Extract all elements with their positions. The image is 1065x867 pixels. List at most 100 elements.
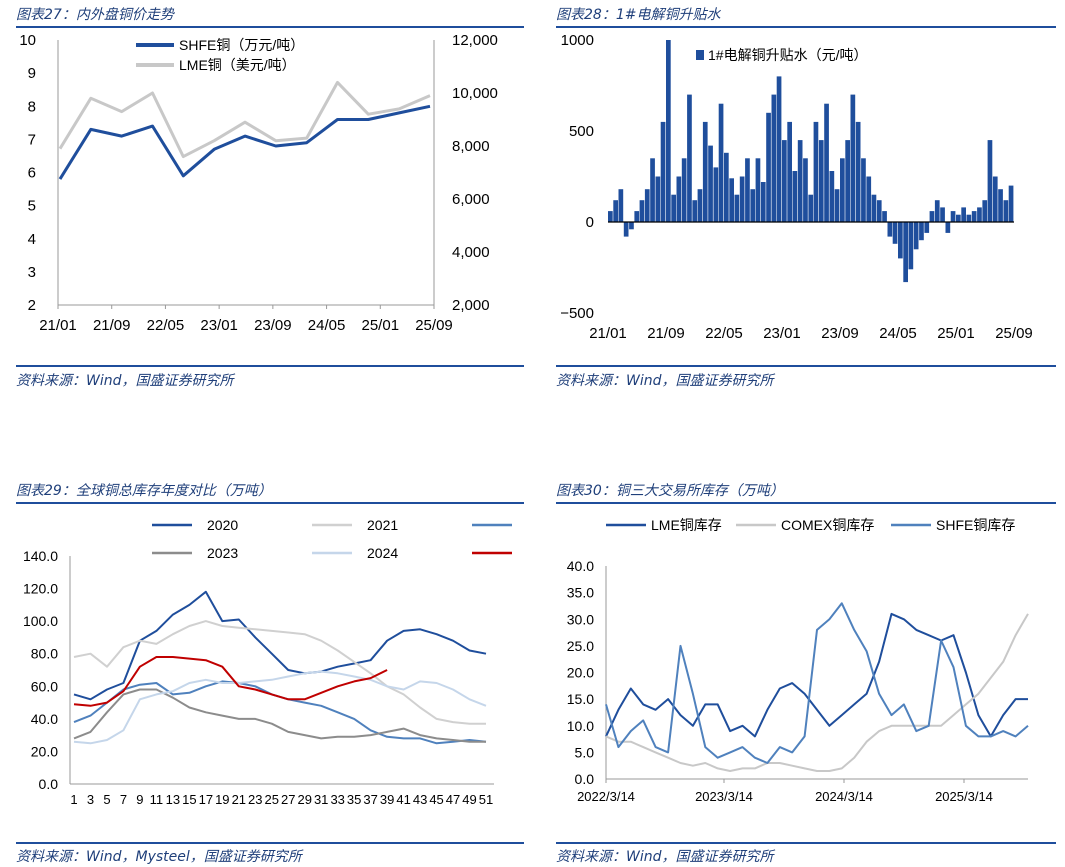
premium-bar: [713, 167, 719, 222]
premium-bar: [655, 176, 661, 222]
x-tick-label: 43: [413, 792, 427, 807]
x-tick-label: 11: [150, 792, 164, 807]
y-tick-label: 5.0: [575, 744, 595, 760]
x-tick-label: 7: [120, 792, 127, 807]
premium-bar: [1003, 200, 1009, 222]
x-tick-label: 47: [446, 792, 460, 807]
premium-bar: [871, 194, 877, 222]
premium-bar: [729, 178, 734, 222]
title-rule: [16, 26, 524, 28]
x-tick-label: 21/01: [39, 317, 77, 334]
premium-bar: [840, 158, 845, 222]
x-tick-label: 23/01: [763, 325, 801, 342]
premium-bar: [776, 76, 782, 223]
x-tick-label: 13: [166, 792, 180, 807]
chart-title: 图表28：1#电解铜升贴水: [556, 7, 721, 23]
x-tick-label: 1: [70, 792, 77, 807]
premium-bar: [724, 152, 729, 222]
source-rule: [556, 842, 1056, 844]
premium-bar: [644, 189, 650, 222]
x-tick-label: 21: [232, 792, 246, 807]
y-tick-label: 5: [28, 198, 36, 215]
y-tick-label: 20.0: [31, 743, 58, 759]
y-tick-label: 9: [28, 65, 36, 82]
x-tick-label: 29: [297, 792, 311, 807]
premium-bar: [892, 222, 898, 244]
premium-bar: [934, 200, 940, 222]
y-tick-label: 8: [28, 98, 36, 115]
premium-bar: [623, 222, 629, 237]
chart-title: 图表29：全球铜总库存年度对比（万吨）: [16, 483, 272, 499]
legend-label: SHFE铜（万元/吨）: [179, 37, 304, 53]
x-tick-label: 23/01: [200, 317, 238, 334]
premium-bar: [992, 176, 998, 222]
y-tick-label: 15.0: [567, 691, 594, 707]
source-rule: [16, 842, 524, 844]
x-tick-label: 45: [429, 792, 443, 807]
premium-bar: [950, 211, 956, 222]
x-tick-label: 21/09: [647, 325, 685, 342]
premium-bar: [818, 140, 824, 222]
x-tick-label: 17: [199, 792, 213, 807]
premium-bar: [903, 222, 908, 283]
premium-bar: [887, 222, 893, 237]
y-tick-label: 1000: [561, 32, 594, 49]
legend-swatch: [696, 50, 704, 60]
premium-bar: [998, 189, 1003, 222]
premium-bar: [898, 222, 903, 259]
series-line-2021: [73, 620, 486, 725]
x-tick-label: 25/01: [937, 325, 975, 342]
premium-bar: [666, 40, 671, 222]
source-note: 资料来源：Wind，Mysteel，国盛证券研究所: [16, 849, 302, 865]
series-line-lme: [605, 612, 1028, 738]
premium-bar: [961, 207, 966, 222]
premium-bar: [797, 140, 803, 222]
series-line-2020: [73, 590, 487, 701]
legend-label: 2024: [367, 545, 398, 561]
y-tick-label: 80.0: [31, 646, 58, 662]
premium-bar: [929, 211, 935, 222]
premium-bar: [829, 171, 835, 222]
chart-copper-price: 2 3 4 5 6 7 8 9 10 2,000 4,000 6,000 8,000 10,000 12,0…: [19, 32, 498, 334]
y-tick-label: 0.0: [39, 776, 59, 792]
premium-bar: [882, 211, 887, 222]
premium-bar: [1008, 185, 1014, 222]
premium-bar: [792, 171, 798, 222]
premium-bar: [803, 158, 808, 222]
y-tick-label: 4: [28, 231, 36, 248]
x-tick-label: 2024/3/14: [815, 789, 873, 804]
y-tick-label: 30.0: [567, 611, 594, 627]
premium-bar: [808, 194, 814, 222]
premium-bar: [608, 211, 613, 222]
x-tick-label: 2025/3/14: [935, 789, 993, 804]
series-line-shfe: [605, 602, 1029, 764]
premium-bar: [924, 222, 930, 233]
y-tick-label: 140.0: [23, 548, 58, 564]
y2-tick-label: 12,000: [452, 32, 498, 49]
premium-bar: [771, 94, 777, 222]
title-rule: [556, 26, 1056, 28]
x-tick-label: 39: [380, 792, 394, 807]
y-tick-label: 60.0: [31, 678, 58, 694]
premium-bar: [834, 189, 840, 222]
title-rule: [556, 502, 1056, 504]
x-tick-label: 27: [281, 792, 295, 807]
legend-label: 2021: [367, 517, 398, 533]
chart-title: 图表27：内外盘铜价走势: [16, 7, 174, 23]
premium-bar: [956, 214, 961, 222]
y2-tick-label: 8,000: [452, 138, 490, 155]
panel-copper-premium: 图表28：1#电解铜升贴水 −500 0 500 1000 21/01 21/09 22/0…: [556, 0, 1056, 395]
y-tick-label: 7: [28, 131, 36, 148]
series-line-2024: [73, 670, 487, 745]
premium-bar: [876, 200, 882, 222]
premium-bar: [855, 121, 861, 222]
y-tick-label: 40.0: [567, 558, 594, 574]
series-line-shfe: [58, 104, 431, 180]
premium-bar: [940, 207, 945, 222]
premium-bar: [697, 189, 703, 222]
x-tick-label: 25/09: [415, 317, 453, 334]
premium-bar: [639, 200, 645, 222]
x-tick-label: 21/01: [589, 325, 627, 342]
x-tick-label: 33: [330, 792, 344, 807]
